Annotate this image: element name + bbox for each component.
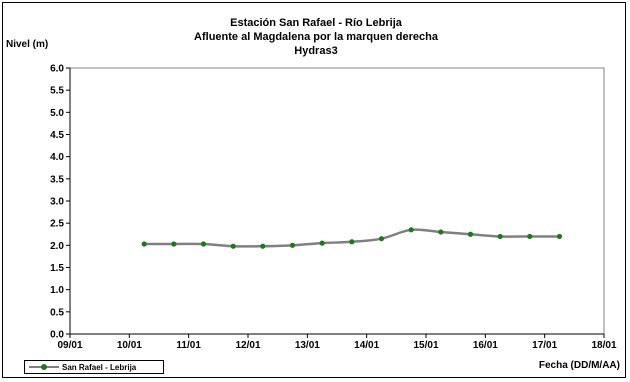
axes-group: 0.0 0.5 1.0 1.5 2.0 2.5 3.0 3.5 4.0 4.5 5.0 5.5 6.0 0… — [50, 64, 617, 352]
x-tick-label: 12/01 — [235, 340, 260, 351]
y-tick-label: 1.5 — [50, 263, 64, 274]
series-group — [141, 227, 563, 249]
x-tick-label: 11/01 — [176, 340, 201, 351]
data-point — [260, 243, 266, 249]
data-point — [171, 241, 177, 247]
legend-label: San Rafael - Lebrija — [62, 362, 137, 372]
y-tick-label: 4.0 — [50, 152, 64, 163]
plot-area — [69, 67, 605, 335]
data-point — [408, 227, 414, 233]
legend-swatch — [29, 362, 59, 372]
y-tick-label: 5.5 — [50, 86, 64, 97]
data-point — [556, 233, 563, 240]
data-point — [497, 233, 503, 240]
x-tick-label: 15/01 — [413, 340, 438, 351]
y-tick-label: 4.5 — [50, 130, 64, 141]
data-point — [438, 229, 444, 235]
chart-subtitle: Afluente al Magdalena por la marquen der… — [194, 31, 439, 43]
y-tick-label: 2.0 — [50, 241, 64, 252]
data-point — [141, 241, 147, 247]
data-point — [319, 240, 325, 246]
x-tick-label: 14/01 — [354, 340, 379, 351]
data-point — [289, 242, 296, 248]
x-axis-label: Fecha (DD/M/AA) — [539, 360, 620, 371]
data-point — [527, 233, 533, 240]
data-point — [230, 243, 236, 249]
y-tick-label: 5.0 — [50, 108, 64, 119]
data-point — [349, 239, 355, 245]
chart-title: Estación San Rafael - Río Lebrija — [230, 17, 403, 29]
data-point — [378, 236, 385, 242]
y-axis-label: Nivel (m) — [6, 39, 48, 50]
data-point — [467, 231, 474, 237]
y-tick-label: 6.0 — [50, 64, 64, 75]
x-tick-label: 10/01 — [117, 340, 142, 351]
chart-subtitle-2: Hydras3 — [294, 45, 337, 57]
x-tick-label: 18/01 — [591, 340, 616, 351]
y-tick-label: 3.0 — [50, 197, 64, 208]
data-point — [200, 241, 207, 247]
x-tick-label: 16/01 — [473, 340, 498, 351]
y-tick-label: 2.5 — [50, 219, 64, 230]
x-tick-label: 17/01 — [532, 340, 557, 351]
y-tick-label: 0.0 — [50, 330, 64, 341]
y-tick-label: 0.5 — [50, 307, 64, 318]
y-tick-label: 3.5 — [50, 174, 64, 185]
x-tick-label: 13/01 — [295, 340, 320, 351]
y-tick-label: 1.0 — [50, 285, 64, 296]
legend: San Rafael - Lebrija — [24, 360, 164, 374]
x-tick-label: 09/01 — [57, 340, 82, 351]
